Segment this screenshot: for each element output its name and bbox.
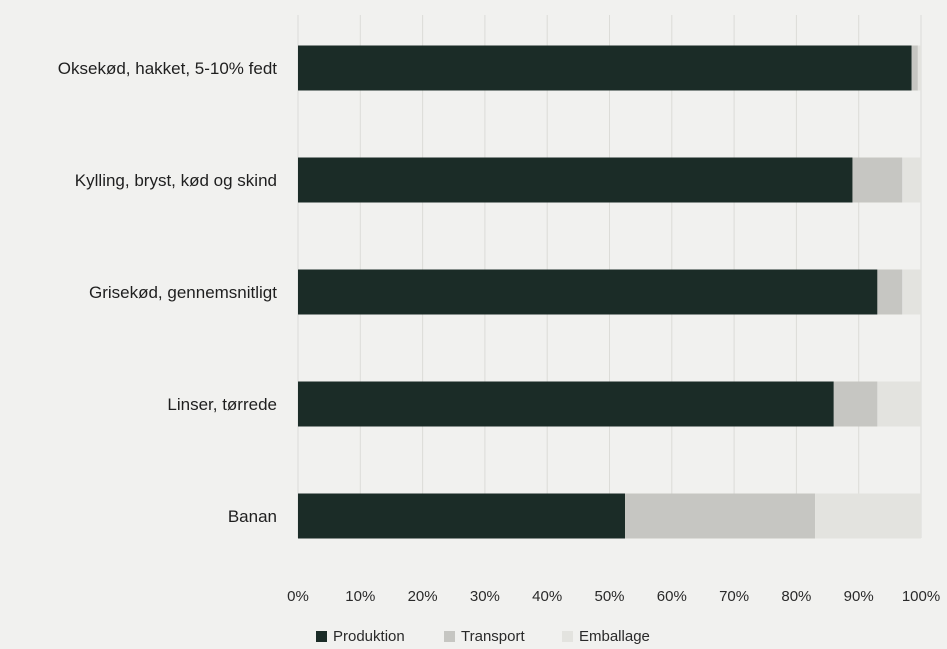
- legend-swatch-emballage: [562, 631, 573, 642]
- x-tick-label: 60%: [657, 588, 687, 605]
- bar-segment-emballage: [815, 493, 921, 539]
- category-labels: Oksekød, hakket, 5-10% fedt Kylling, brys…: [58, 59, 277, 526]
- bar-segment-produktion: [298, 45, 912, 91]
- category-label: Grisekød, gennemsnitligt: [89, 283, 277, 302]
- legend-label-emballage: Emballage: [579, 628, 650, 645]
- x-tick-label: 70%: [719, 588, 749, 605]
- legend-swatch-produktion: [316, 631, 327, 642]
- bar-segment-emballage: [902, 157, 921, 203]
- category-label: Oksekød, hakket, 5-10% fedt: [58, 59, 277, 78]
- bar-segment-produktion: [298, 157, 853, 203]
- x-tick-label: 100%: [902, 588, 940, 605]
- bar-segment-transport: [911, 45, 918, 91]
- category-label: Linser, tørrede: [167, 395, 277, 414]
- bar-segment-produktion: [298, 381, 834, 427]
- bar-segment-transport: [877, 269, 903, 315]
- bar-segment-emballage: [917, 45, 921, 91]
- legend-label-produktion: Produktion: [333, 628, 405, 645]
- bars: [298, 45, 921, 539]
- x-tick-label: 80%: [781, 588, 811, 605]
- x-tick-label: 10%: [345, 588, 375, 605]
- legend-swatch-transport: [444, 631, 455, 642]
- bar-segment-produktion: [298, 493, 626, 539]
- legend-label-transport: Transport: [461, 628, 525, 645]
- x-tick-label: 90%: [844, 588, 874, 605]
- bar-segment-emballage: [877, 381, 921, 427]
- bar-segment-transport: [852, 157, 903, 203]
- x-axis-ticks: 0% 10% 20% 30% 40% 50% 60% 70% 80% 90% 100%: [287, 588, 940, 605]
- x-tick-label: 20%: [408, 588, 438, 605]
- x-tick-label: 50%: [594, 588, 624, 605]
- category-label: Banan: [228, 507, 277, 526]
- bar-segment-transport: [625, 493, 816, 539]
- legend: Produktion Transport Emballage: [316, 628, 650, 645]
- category-label: Kylling, bryst, kød og skind: [75, 171, 277, 190]
- bar-segment-produktion: [298, 269, 878, 315]
- bar-segment-transport: [833, 381, 878, 427]
- bar-segment-emballage: [902, 269, 921, 315]
- x-tick-label: 30%: [470, 588, 500, 605]
- x-tick-label: 40%: [532, 588, 562, 605]
- x-tick-label: 0%: [287, 588, 309, 605]
